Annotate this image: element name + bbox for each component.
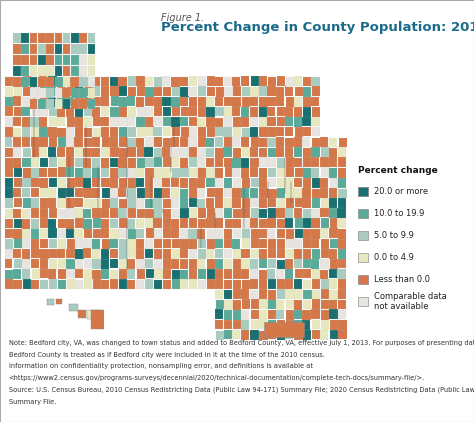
- Polygon shape: [78, 310, 86, 317]
- Text: Percent Change in County Population: 2010 to 2020: Percent Change in County Population: 201…: [161, 21, 474, 34]
- Bar: [358, 209, 368, 218]
- Text: Less than 0.0: Less than 0.0: [374, 275, 430, 284]
- Text: Source: U.S. Census Bureau, 2010 Census Redistricting Data (Public Law 94-171) S: Source: U.S. Census Bureau, 2010 Census …: [9, 387, 474, 393]
- Text: Information on confidentiality protection, nonsampling error, and definitions is: Information on confidentiality protectio…: [9, 363, 312, 369]
- Text: 20.0 or more: 20.0 or more: [374, 187, 428, 196]
- Text: <https://www2.census.gov/programs-surveys/decennial/2020/technical-documentation: <https://www2.census.gov/programs-survey…: [9, 375, 425, 381]
- Bar: [358, 297, 368, 306]
- Bar: [358, 253, 368, 262]
- Text: 0.0 to 4.9: 0.0 to 4.9: [374, 253, 414, 262]
- Text: Note: Bedford city, VA, was changed to town status and added to Bedford County, : Note: Bedford city, VA, was changed to t…: [9, 340, 474, 346]
- Polygon shape: [87, 310, 100, 319]
- Polygon shape: [47, 298, 54, 305]
- Polygon shape: [264, 322, 304, 338]
- Polygon shape: [69, 304, 78, 311]
- Text: Comparable data
not available: Comparable data not available: [374, 292, 447, 311]
- Text: Percent change: Percent change: [358, 166, 438, 175]
- Polygon shape: [56, 299, 62, 304]
- Text: 10.0 to 19.9: 10.0 to 19.9: [374, 209, 424, 218]
- Text: Bedford County is treated as if Bedford city were included in it at the time of : Bedford County is treated as if Bedford …: [9, 352, 324, 357]
- Bar: [358, 231, 368, 240]
- Bar: [358, 275, 368, 284]
- Bar: [358, 187, 368, 196]
- Text: Figure 1.: Figure 1.: [161, 13, 204, 23]
- Text: Summary File.: Summary File.: [9, 399, 56, 405]
- Polygon shape: [91, 310, 109, 329]
- Text: 5.0 to 9.9: 5.0 to 9.9: [374, 231, 414, 240]
